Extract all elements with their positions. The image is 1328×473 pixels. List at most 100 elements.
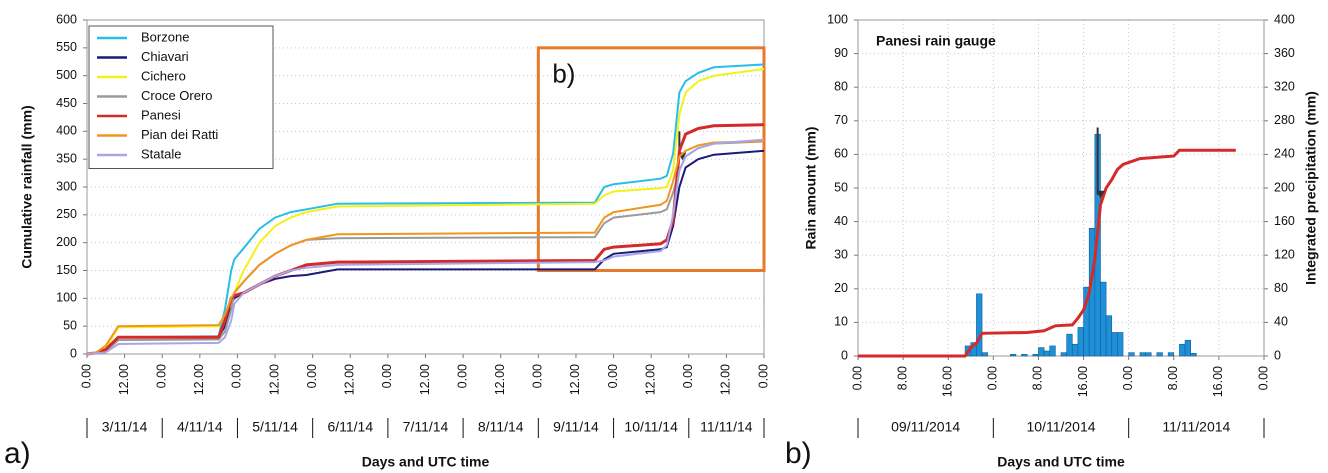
series-line [86, 140, 765, 355]
day-label: 10/11/14 [624, 419, 678, 435]
day-label: 11/11/2014 [1162, 419, 1230, 435]
y2-tick-label: 40 [1274, 315, 1288, 329]
legend-label: Panesi [141, 107, 181, 122]
y-tick-label: 40 [834, 214, 848, 228]
y-tick-label: 350 [56, 151, 77, 165]
bar [1139, 352, 1146, 357]
y2-axis-title: Integrated precipitation (mm) [1303, 91, 1319, 285]
bar [1071, 343, 1079, 357]
bar [1060, 352, 1067, 357]
bar [1167, 352, 1175, 357]
y-tick-label: 400 [56, 124, 77, 138]
y2-tick-label: 400 [1274, 12, 1295, 26]
x-tick-label: 16.00 [941, 366, 955, 397]
series-line [86, 68, 765, 355]
x-tick-label: 12.00 [418, 364, 432, 395]
series-line [858, 148, 1236, 358]
y-tick-label: 150 [56, 263, 77, 277]
x-tick-label: 12.00 [568, 364, 582, 395]
x-tick-label: 0.00 [305, 364, 319, 388]
bar [1128, 352, 1135, 357]
y-axis-title: Cumulative rainfall (mm) [19, 105, 35, 268]
x-tick-label: 12.00 [719, 364, 733, 395]
day-label: 10/11/2014 [1026, 419, 1095, 435]
chart-title: Panesi rain gauge [876, 33, 996, 49]
x-axis-title: Days and UTC time [997, 454, 1125, 470]
x-tick-label: 12.00 [192, 364, 206, 395]
y-tick-label: 500 [56, 68, 77, 82]
bar [1184, 339, 1191, 357]
y-tick-label: 550 [56, 40, 77, 54]
day-label: 11/11/14 [700, 419, 753, 435]
day-label: 3/11/14 [102, 419, 148, 435]
bar [1105, 315, 1113, 357]
y2-tick-label: 120 [1274, 247, 1295, 261]
y2-tick-label: 320 [1274, 79, 1295, 93]
day-label: 8/11/14 [478, 419, 524, 435]
bar [1179, 343, 1186, 357]
legend-label: Borzone [141, 29, 189, 44]
panel-label: a) [4, 437, 31, 470]
x-tick-label: 12.00 [117, 364, 131, 395]
day-label: 09/11/2014 [891, 419, 960, 435]
bar [1066, 333, 1073, 357]
y2-tick-label: 280 [1274, 113, 1295, 127]
y-tick-label: 80 [834, 79, 848, 93]
x-tick-label: 12.00 [643, 364, 657, 395]
day-label: 6/11/14 [327, 419, 373, 435]
y2-tick-label: 160 [1274, 214, 1295, 228]
x-tick-label: 0.00 [79, 364, 93, 388]
bar [1077, 327, 1084, 357]
x-tick-label: 0.00 [986, 366, 1000, 390]
day-label: 5/11/14 [252, 419, 298, 435]
legend-label: Croce Orero [141, 88, 213, 103]
panel-label: b) [785, 437, 812, 470]
x-tick-label: 0.00 [455, 364, 469, 388]
x-tick-label: 0.00 [850, 366, 864, 390]
bar [1043, 350, 1051, 357]
day-label: 7/11/14 [403, 419, 449, 435]
series-line [86, 149, 765, 355]
y-tick-label: 250 [56, 207, 77, 221]
y-tick-label: 0 [70, 346, 77, 360]
x-tick-label: 12.00 [493, 364, 507, 395]
y-tick-label: 10 [834, 315, 848, 329]
x-axis-title: Days and UTC time [362, 454, 490, 470]
y-axis-title: Rain amount (mm) [803, 127, 819, 250]
bar [1021, 354, 1028, 357]
bar [1100, 281, 1107, 357]
y-tick-label: 600 [56, 12, 77, 26]
x-tick-label: 8.00 [1166, 366, 1180, 390]
series-line [86, 138, 765, 355]
y-tick-label: 50 [834, 180, 848, 194]
highlight-box [536, 46, 766, 273]
day-label: 4/11/14 [177, 419, 223, 435]
y2-tick-label: 200 [1274, 180, 1295, 194]
y-tick-label: 0 [841, 348, 848, 362]
bar [1009, 354, 1017, 357]
highlight-label: b) [552, 59, 575, 89]
x-tick-label: 12.00 [267, 364, 281, 395]
bar [976, 293, 983, 357]
x-tick-label: 16.00 [1076, 366, 1090, 397]
x-tick-label: 0.00 [230, 364, 244, 388]
y-tick-label: 50 [63, 318, 77, 332]
y2-tick-label: 80 [1274, 281, 1288, 295]
y-tick-label: 100 [56, 291, 77, 305]
bar [981, 352, 988, 357]
x-tick-label: 0.00 [1256, 366, 1270, 390]
y-tick-label: 100 [827, 12, 848, 26]
y2-tick-label: 240 [1274, 147, 1295, 161]
bar [1049, 345, 1056, 357]
y-tick-label: 450 [56, 96, 77, 110]
day-label: 9/11/14 [553, 419, 599, 435]
x-tick-label: 8.00 [1031, 366, 1045, 390]
legend-label: Cichero [141, 68, 186, 83]
bar [1145, 352, 1152, 357]
y-tick-label: 300 [56, 179, 77, 193]
y-tick-label: 70 [834, 113, 848, 127]
bar [1190, 353, 1197, 357]
y-tick-label: 20 [834, 281, 848, 295]
y2-tick-label: 0 [1274, 348, 1281, 362]
